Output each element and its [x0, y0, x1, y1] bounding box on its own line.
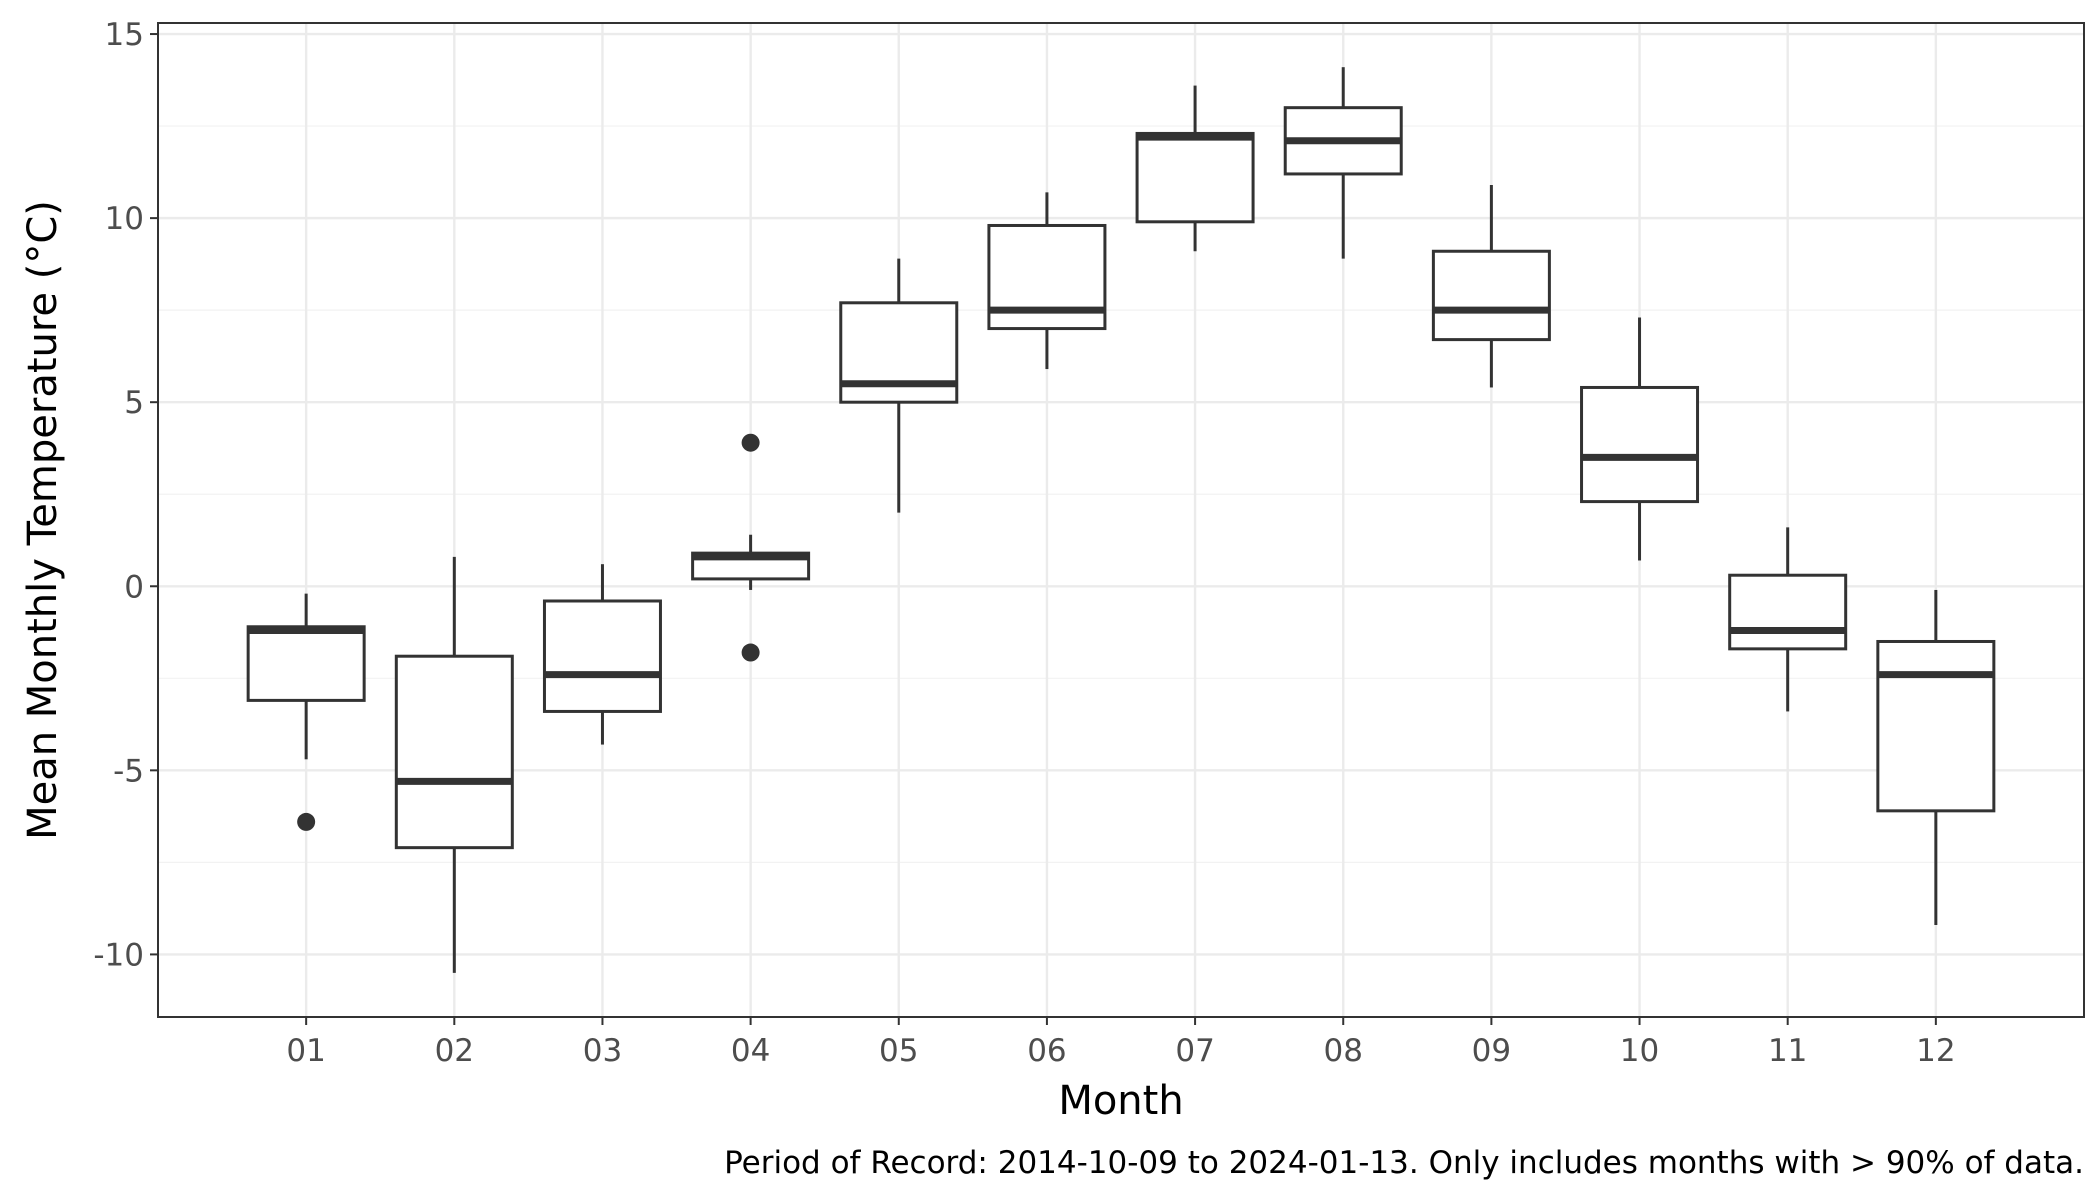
box-iqr — [1876, 639, 1996, 813]
y-tick-label: 15 — [105, 17, 144, 53]
box-month-03 — [542, 564, 662, 745]
boxes — [246, 67, 1996, 973]
box-iqr — [542, 599, 662, 713]
box-month-08 — [1283, 67, 1403, 259]
y-tick-label: 10 — [105, 201, 144, 237]
box-month-10 — [1580, 317, 1700, 561]
plot-panel-border — [157, 22, 2085, 1018]
box-month-06 — [987, 192, 1107, 370]
outlier-point — [297, 812, 316, 831]
box-month-05 — [839, 258, 959, 513]
outlier-point — [741, 433, 760, 452]
x-tick-label: 02 — [435, 1033, 474, 1069]
x-tick-label: 06 — [1027, 1033, 1066, 1069]
y-tick-label: -5 — [113, 753, 144, 789]
y-tick-label: -10 — [93, 937, 144, 973]
x-tick-label: 12 — [1916, 1033, 1955, 1069]
box-month-02 — [394, 556, 514, 973]
box-month-11 — [1728, 527, 1848, 712]
y-tick-label: 5 — [124, 385, 144, 421]
caption: Period of Record: 2014-10-09 to 2024-01-… — [724, 1145, 2084, 1181]
y-tick-label: 0 — [124, 569, 144, 605]
box-month-07 — [1135, 85, 1255, 252]
x-tick-label: 03 — [583, 1033, 622, 1069]
box-month-01 — [246, 593, 366, 831]
outlier-point — [741, 643, 760, 662]
x-tick-label: 01 — [286, 1033, 325, 1069]
box-iqr — [1135, 131, 1255, 224]
x-tick-label: 08 — [1324, 1033, 1363, 1069]
box-iqr — [246, 625, 366, 702]
grid-lines — [158, 23, 2084, 1017]
y-axis-title: Mean Monthly Temperature (°C) — [20, 200, 66, 840]
x-tick-label: 04 — [731, 1033, 770, 1069]
x-tick-label: 11 — [1768, 1033, 1807, 1069]
x-tick-label: 05 — [879, 1033, 918, 1069]
box-iqr — [1728, 573, 1848, 651]
box-month-09 — [1431, 184, 1551, 388]
box-month-12 — [1876, 589, 1996, 925]
box-month-04 — [691, 433, 811, 662]
box-iqr — [1580, 385, 1700, 504]
box-iqr — [394, 654, 514, 850]
x-axis-title: Month — [1058, 1078, 1183, 1124]
x-tick-label: 10 — [1620, 1033, 1659, 1069]
x-tick-label: 07 — [1175, 1033, 1214, 1069]
box-iqr — [1431, 249, 1551, 342]
x-tick-label: 09 — [1472, 1033, 1511, 1069]
